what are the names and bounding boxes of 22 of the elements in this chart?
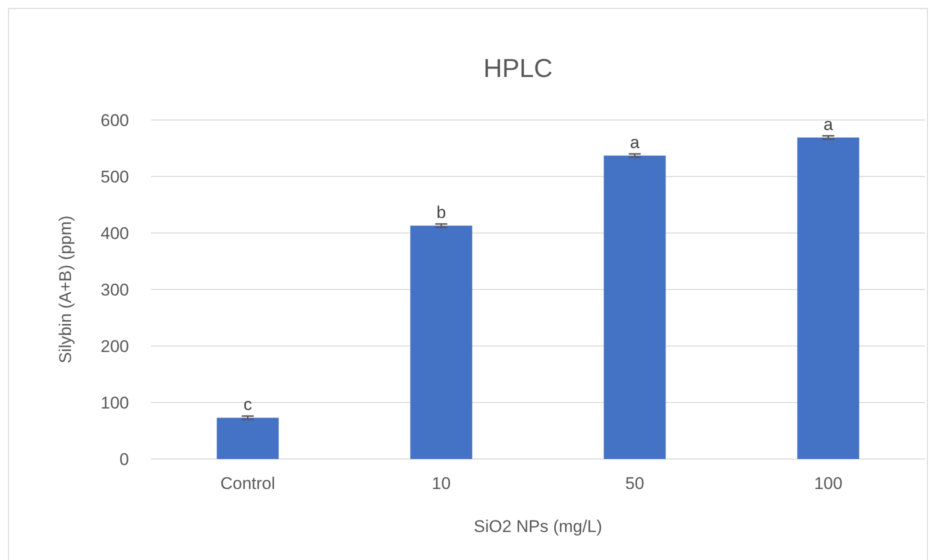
x-tick-label: Control [220, 474, 276, 493]
y-tick-label: 400 [100, 224, 129, 243]
bar [604, 156, 666, 459]
x-tick-label: 50 [625, 474, 644, 493]
y-axis-title: Silybin (A+B) (ppm) [56, 216, 75, 364]
annotation: a [824, 114, 834, 134]
y-tick-label: 100 [100, 393, 129, 412]
y-tick-label: 300 [100, 280, 129, 300]
x-tick-label: 10 [432, 474, 451, 493]
bar [797, 138, 860, 459]
y-tick-label: 200 [100, 336, 129, 356]
y-tick-label: 600 [100, 110, 129, 130]
bar [410, 226, 472, 459]
annotation: c [244, 395, 252, 414]
annotation: b [436, 202, 446, 222]
x-axis-title: SiO2 NPs (mg/L) [474, 517, 602, 536]
y-tick-label: 500 [100, 167, 129, 186]
bar [216, 418, 279, 459]
y-tick-label: 0 [120, 450, 129, 469]
x-tick-label: 100 [814, 474, 842, 493]
chart-title: HPLC [483, 53, 553, 83]
annotation: a [630, 132, 640, 152]
